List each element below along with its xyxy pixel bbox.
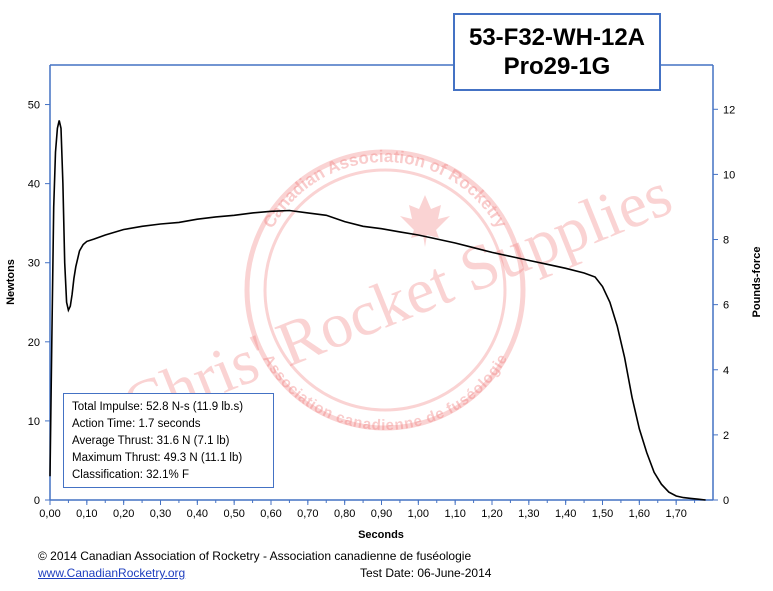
y2-tick-label: 0 [723,495,729,507]
y2-tick-label: 12 [723,104,735,116]
y-tick-label: 50 [28,100,40,112]
x-tick-label: 0,90 [371,508,392,520]
y-tick-label: 40 [28,179,40,191]
action-time: Action Time: 1.7 seconds [72,418,201,430]
y2-tick-label: 10 [723,169,735,181]
x-tick-label: 0,60 [260,508,281,520]
x-tick-label: 0,80 [334,508,355,520]
x-axis-title: Seconds [358,529,404,541]
x-tick-label: 1,00 [408,508,429,520]
stats-box: Total Impulse: 52.8 N-s (11.9 lb.s) Acti… [63,393,274,488]
x-tick-label: 1,40 [555,508,576,520]
x-tick-label: 0,70 [297,508,318,520]
x-tick-label: 0,50 [223,508,244,520]
average-thrust: Average Thrust: 31.6 N (7.1 lb) [72,435,230,447]
copyright-text: © 2014 Canadian Association of Rocketry … [38,549,472,563]
motor-casing: Pro29-1G [503,53,611,80]
x-tick-label: 1,60 [629,508,650,520]
thrust-curve [49,120,706,501]
y-tick-label: 0 [34,495,40,507]
maximum-thrust: Maximum Thrust: 49.3 N (11.1 lb) [72,452,243,464]
x-tick-label: 0,30 [150,508,171,520]
x-tick-label: 1,10 [444,508,465,520]
website-link[interactable]: www.CanadianRocketry.org [38,566,186,580]
x-tick-label: 0,00 [39,508,60,520]
x-tick-label: 1,70 [665,508,686,520]
watermark-ring-inner [263,168,507,412]
y2-tick-label: 4 [723,365,729,377]
axis-ticks: 0,00 0,10 0,20 0,30 0,40 0,50 0,60 0,70 0,80 0,90… [28,100,736,520]
y-tick-label: 10 [28,416,40,428]
y2-tick-label: 6 [723,300,729,312]
test-date: Test Date: 06-June-2014 [360,566,492,580]
x-tick-label: 0,20 [113,508,134,520]
y2-tick-label: 8 [723,235,729,247]
watermark-ring-top-text: Canadian Association of Rocketry [259,147,511,232]
classification: Classification: 32.1% F [72,469,189,481]
x-tick-label: 1,50 [592,508,613,520]
motor-designation: 53-F32-WH-12A [468,24,646,51]
x-tick-label: 0,40 [187,508,208,520]
y2-tick-label: 2 [723,430,729,442]
x-tick-label: 1,30 [518,508,539,520]
x-tick-label: 1,20 [481,508,502,520]
x-tick-label: 0,10 [76,508,97,520]
watermark-ring-outer [244,149,526,431]
y-tick-label: 20 [28,337,40,349]
total-impulse: Total Impulse: 52.8 N-s (11.9 lb.s) [72,401,244,413]
y-tick-label: 30 [28,258,40,270]
y-axis-title: Newtons [5,259,17,305]
watermark-maple-leaf-icon [400,195,450,247]
y2-axis-title: Pounds-force [751,247,763,318]
motor-title-box: 53-F32-WH-12A Pro29-1G [453,13,661,91]
